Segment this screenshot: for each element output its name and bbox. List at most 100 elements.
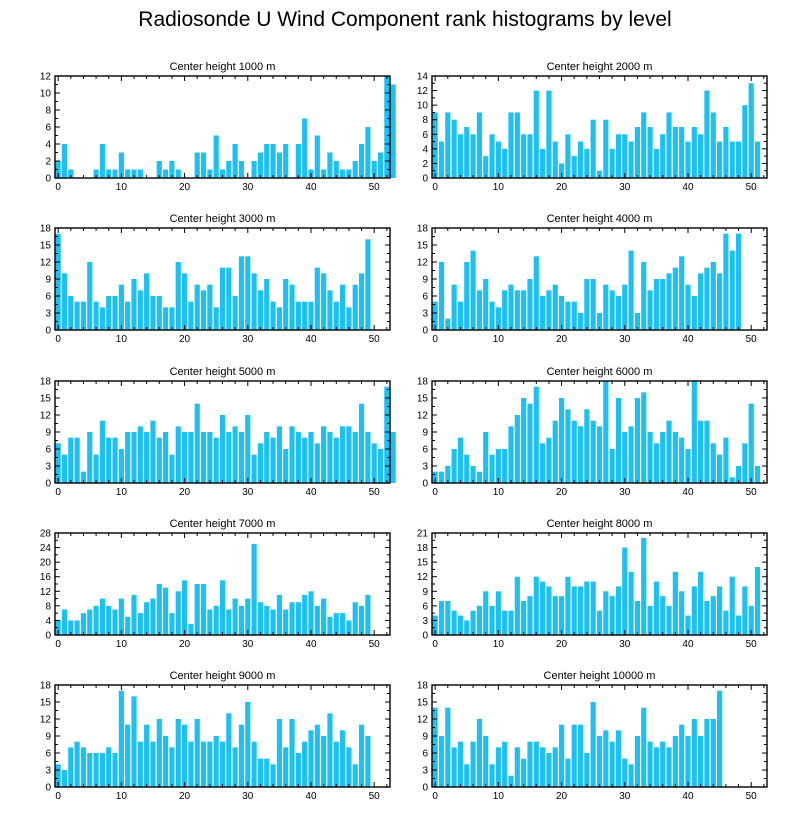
x-tick-label: 0 bbox=[55, 487, 61, 498]
bar bbox=[577, 586, 584, 635]
bar bbox=[748, 83, 754, 178]
y-tick-label: 12 bbox=[40, 715, 52, 726]
bar bbox=[106, 169, 112, 178]
bar bbox=[609, 741, 615, 787]
bar bbox=[685, 615, 691, 635]
x-tick-label: 10 bbox=[116, 791, 128, 802]
bar bbox=[219, 267, 226, 330]
bar bbox=[207, 432, 213, 483]
bar bbox=[445, 112, 451, 178]
bar bbox=[754, 567, 761, 635]
bar bbox=[476, 290, 482, 330]
bar bbox=[144, 432, 150, 483]
x-tick-label: 0 bbox=[432, 487, 438, 498]
bar bbox=[457, 301, 464, 330]
bar bbox=[346, 620, 352, 635]
bar bbox=[175, 719, 181, 787]
bar bbox=[540, 581, 546, 635]
bar bbox=[74, 301, 80, 330]
bar bbox=[295, 301, 301, 330]
y-tick-label: 12 bbox=[417, 86, 429, 97]
bar bbox=[577, 313, 584, 330]
y-tick-label: 3 bbox=[45, 766, 51, 777]
bar bbox=[698, 736, 704, 787]
bar bbox=[521, 758, 527, 787]
bar bbox=[194, 584, 200, 635]
bar bbox=[558, 596, 565, 635]
bar bbox=[590, 119, 596, 178]
y-tick-label: 18 bbox=[417, 543, 429, 554]
bar bbox=[289, 602, 295, 635]
bar bbox=[365, 127, 371, 178]
bar bbox=[641, 707, 647, 787]
bar bbox=[118, 690, 124, 787]
bar bbox=[55, 443, 61, 483]
bar bbox=[445, 318, 451, 330]
bar bbox=[314, 443, 320, 483]
bar bbox=[169, 454, 175, 483]
bar bbox=[647, 432, 653, 483]
x-tick-label: 20 bbox=[179, 639, 191, 650]
bar bbox=[754, 466, 761, 483]
y-tick-label: 9 bbox=[422, 732, 428, 743]
bar bbox=[495, 141, 501, 178]
bar bbox=[181, 273, 188, 330]
bar bbox=[438, 471, 445, 483]
x-tick-label: 20 bbox=[179, 487, 191, 498]
bar bbox=[390, 84, 396, 178]
bar bbox=[622, 758, 628, 787]
x-tick-label: 30 bbox=[619, 182, 631, 193]
bar bbox=[371, 443, 377, 483]
bar bbox=[584, 148, 590, 178]
y-tick-label: 0 bbox=[422, 326, 428, 337]
bar bbox=[533, 576, 539, 635]
bar bbox=[251, 543, 257, 635]
bar bbox=[609, 290, 615, 330]
x-tick-label: 0 bbox=[55, 791, 61, 802]
bar bbox=[603, 591, 609, 635]
bar bbox=[634, 601, 641, 635]
bar bbox=[352, 432, 358, 483]
x-tick-label: 0 bbox=[432, 334, 438, 345]
x-tick-label: 10 bbox=[493, 334, 505, 345]
panel-title: Center height 5000 m bbox=[170, 366, 276, 378]
bar bbox=[540, 747, 546, 787]
bar bbox=[384, 386, 390, 483]
y-tick-label: 15 bbox=[417, 394, 429, 405]
bar bbox=[603, 119, 609, 178]
bar bbox=[226, 161, 232, 178]
bar bbox=[704, 420, 710, 483]
bar bbox=[685, 284, 691, 330]
bar bbox=[552, 141, 558, 178]
bar bbox=[200, 432, 207, 483]
bar bbox=[438, 601, 445, 635]
bar bbox=[653, 148, 659, 178]
bar bbox=[609, 449, 615, 483]
y-tick-label: 0 bbox=[45, 783, 51, 794]
y-tick-label: 4 bbox=[45, 616, 51, 627]
bar bbox=[238, 605, 245, 635]
bar bbox=[546, 90, 552, 178]
bar bbox=[609, 148, 615, 178]
bar bbox=[540, 296, 546, 330]
x-tick-label: 30 bbox=[242, 334, 254, 345]
bar bbox=[717, 273, 723, 330]
bar bbox=[679, 591, 685, 635]
bar bbox=[565, 301, 571, 330]
bar bbox=[264, 279, 270, 330]
bar bbox=[691, 127, 697, 178]
bar bbox=[232, 598, 238, 635]
panel-2: Center height 2000 m 0 10 20 30 40 50 0 2 4 6 8 10 12… bbox=[417, 61, 768, 193]
y-tick-label: 12 bbox=[40, 258, 52, 269]
bar bbox=[641, 537, 647, 635]
y-tick-label: 10 bbox=[40, 89, 52, 100]
bar bbox=[99, 753, 105, 787]
y-tick-label: 6 bbox=[45, 292, 51, 303]
y-tick-label: 15 bbox=[40, 698, 52, 709]
bar bbox=[55, 233, 61, 330]
y-tick-label: 28 bbox=[40, 529, 52, 540]
bar bbox=[118, 449, 124, 483]
bar bbox=[181, 724, 188, 787]
bar bbox=[156, 437, 162, 483]
bar bbox=[55, 620, 61, 635]
